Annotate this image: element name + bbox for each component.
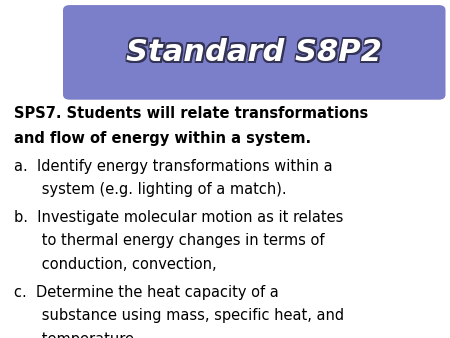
Text: b.  Investigate molecular motion as it relates: b. Investigate molecular motion as it re…: [14, 210, 343, 225]
Text: substance using mass, specific heat, and: substance using mass, specific heat, and: [14, 308, 344, 323]
Text: Standard S8P2: Standard S8P2: [125, 38, 381, 67]
Text: Standard S8P2: Standard S8P2: [125, 36, 381, 65]
FancyBboxPatch shape: [63, 5, 446, 100]
Text: Standard S8P2: Standard S8P2: [126, 40, 382, 69]
Text: Standard S8P2: Standard S8P2: [128, 38, 383, 67]
Text: temperature.: temperature.: [14, 332, 138, 338]
Text: and flow of energy within a system.: and flow of energy within a system.: [14, 131, 310, 146]
Text: c.  Determine the heat capacity of a: c. Determine the heat capacity of a: [14, 285, 278, 300]
Text: SPS7. Students will relate transformations: SPS7. Students will relate transformatio…: [14, 106, 368, 121]
Text: conduction, convection,: conduction, convection,: [14, 257, 216, 272]
Text: Standard S8P2: Standard S8P2: [128, 40, 383, 69]
Text: system (e.g. lighting of a match).: system (e.g. lighting of a match).: [14, 182, 286, 197]
Text: Standard S8P2: Standard S8P2: [125, 40, 381, 69]
Text: to thermal energy changes in terms of: to thermal energy changes in terms of: [14, 234, 324, 248]
Text: Standard S8P2: Standard S8P2: [126, 38, 382, 67]
Text: Standard S8P2: Standard S8P2: [128, 36, 383, 65]
Text: Standard S8P2: Standard S8P2: [126, 36, 382, 65]
Text: a.  Identify energy transformations within a: a. Identify energy transformations withi…: [14, 159, 332, 174]
